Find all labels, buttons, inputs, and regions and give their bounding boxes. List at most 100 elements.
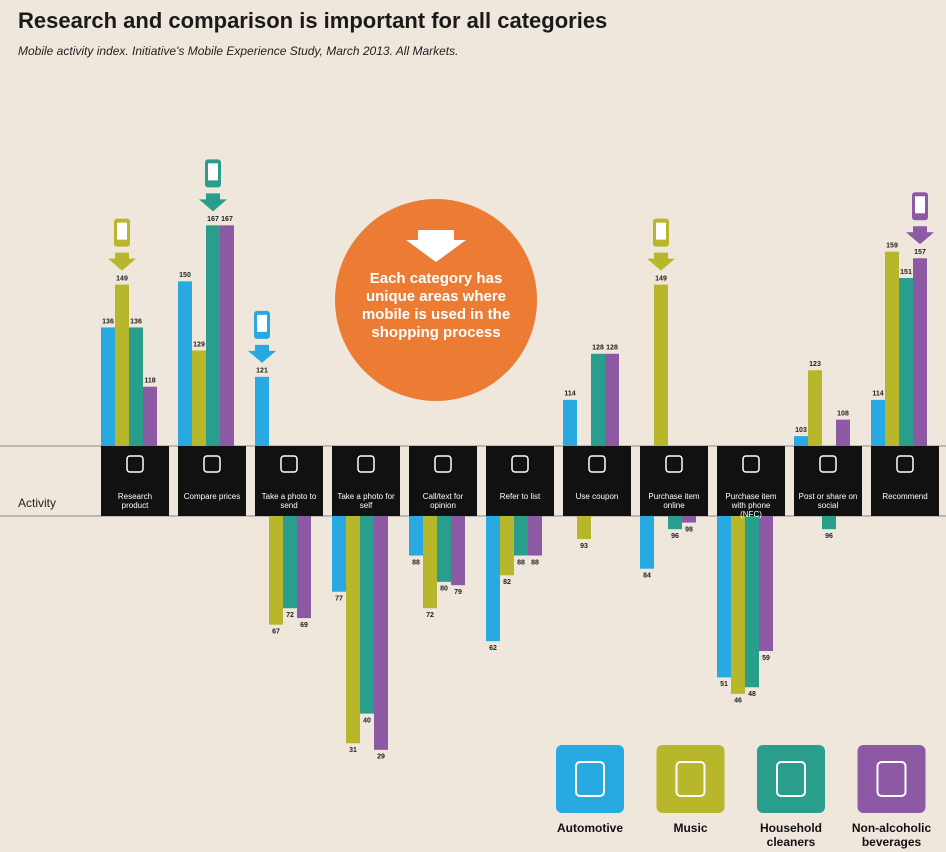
category-label: Refer to list [499, 492, 541, 501]
bar [591, 353, 605, 446]
bar [220, 225, 234, 446]
bar [885, 251, 899, 446]
legend-swatch [656, 745, 725, 813]
bar [682, 516, 696, 523]
category-label: Compare prices [183, 492, 241, 501]
category-label: Research product [117, 492, 153, 510]
bar [374, 516, 388, 750]
subtitle: Mobile activity index. Initiative's Mobi… [18, 44, 459, 58]
bar [640, 516, 654, 569]
value-label: 108 [837, 410, 849, 417]
value-label: 62 [489, 645, 497, 652]
value-label: 40 [363, 717, 371, 724]
value-label: 80 [440, 586, 448, 593]
category-label: Recommend [882, 492, 928, 501]
category-icon [896, 455, 914, 473]
bar [192, 350, 206, 446]
value-label: 96 [671, 533, 679, 540]
highlight-arrow [108, 252, 136, 271]
value-label: 51 [720, 681, 728, 688]
value-label: 157 [914, 249, 926, 256]
legend-icon [876, 761, 907, 797]
bar [255, 376, 269, 446]
category-icon [819, 455, 837, 473]
bar [528, 516, 542, 556]
value-label: 167 [207, 216, 219, 223]
highlight-arrow [248, 344, 276, 363]
category-box [101, 446, 169, 516]
value-label: 121 [256, 368, 268, 375]
bar [759, 516, 773, 652]
category-icon [742, 455, 760, 473]
category-label: Take a photo to send [261, 492, 317, 510]
bar [423, 516, 437, 609]
value-label: 72 [286, 612, 294, 619]
legend-label: Non-alcoholic beverages [851, 821, 932, 849]
value-label: 136 [130, 318, 142, 325]
bar [822, 516, 836, 530]
value-label: 96 [825, 533, 833, 540]
value-label: 79 [454, 589, 462, 596]
legend-label: Automotive [557, 821, 623, 835]
legend-icon [575, 761, 605, 797]
bar [115, 284, 129, 446]
value-label: 167 [221, 216, 233, 223]
category-icon [665, 455, 683, 473]
bar [514, 516, 528, 556]
bar [668, 516, 682, 530]
bar [332, 516, 346, 592]
category-icon [203, 455, 221, 473]
axis-label: Activity [18, 496, 57, 510]
value-label: 123 [809, 361, 821, 368]
value-label: 103 [795, 427, 807, 434]
category-label: Purchase item online [648, 492, 700, 510]
category-box [640, 446, 708, 516]
highlight-arrow [906, 226, 934, 245]
bar [563, 399, 577, 446]
value-label: 84 [643, 573, 651, 580]
value-label: 114 [564, 391, 575, 398]
bar [808, 370, 822, 446]
bar [451, 516, 465, 586]
phone-screen [915, 196, 925, 214]
category-label: Post or share on social [798, 492, 858, 510]
bar [297, 516, 311, 619]
phone-screen [656, 222, 666, 240]
bar [360, 516, 374, 714]
category-box [332, 446, 400, 516]
bar [206, 225, 220, 446]
category-icon [126, 455, 144, 473]
category-box [409, 446, 477, 516]
bar [731, 516, 745, 694]
value-label: 59 [762, 655, 770, 662]
category-label: Use coupon [575, 492, 619, 501]
callout-circle [335, 199, 537, 401]
value-label: 72 [426, 612, 434, 619]
value-label: 128 [606, 345, 618, 352]
legend-icon [776, 761, 806, 797]
callout-text: Each category has unique areas where mob… [361, 270, 511, 341]
value-label: 88 [412, 559, 420, 566]
title: Research and comparison is important for… [18, 8, 608, 33]
category-box [178, 446, 246, 516]
value-label: 136 [102, 318, 114, 325]
value-label: 88 [531, 559, 539, 566]
value-label: 82 [503, 579, 511, 586]
bar [794, 436, 808, 446]
bar [745, 516, 759, 688]
category-icon [588, 455, 606, 473]
category-box [717, 446, 785, 516]
phone-screen [117, 222, 127, 240]
bar [101, 327, 115, 446]
value-label: 48 [748, 691, 756, 698]
category-icon [280, 455, 298, 473]
value-label: 31 [349, 747, 357, 754]
legend-label: Music [673, 821, 708, 835]
category-icon [511, 455, 529, 473]
value-label: 150 [179, 272, 191, 279]
legend-swatch [556, 745, 624, 813]
callout-arrow [406, 230, 466, 262]
bar [500, 516, 514, 576]
